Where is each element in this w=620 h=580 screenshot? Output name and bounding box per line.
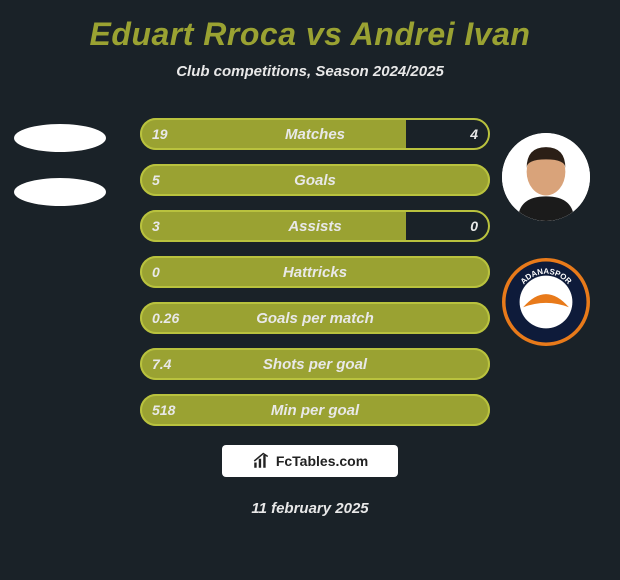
comparison-card: Eduart Rroca vs Andrei Ivan Club competi… [0, 0, 620, 580]
chart-icon [252, 452, 270, 470]
stat-segment-left [140, 118, 406, 150]
stat-segment-right [406, 118, 490, 150]
stat-segment-left [140, 302, 490, 334]
stat-track [140, 164, 490, 196]
stat-track [140, 394, 490, 426]
player1-club-placeholder [14, 178, 106, 206]
stat-segment-left [140, 394, 490, 426]
stat-row: Shots per goal7.4 [140, 348, 490, 380]
player2-avatar [502, 133, 590, 221]
stat-track [140, 302, 490, 334]
vs-text: vs [296, 16, 350, 52]
stat-segment-left [140, 348, 490, 380]
stat-row: Min per goal518 [140, 394, 490, 426]
stats-container: Matches194 Goals5 Assists30 Hattricks0 Goals… [140, 118, 490, 440]
player1-name: Eduart Rroca [90, 16, 297, 52]
date-text: 11 february 2025 [0, 500, 620, 517]
stat-segment-left [140, 164, 490, 196]
player2-name: Andrei Ivan [351, 16, 531, 52]
stat-row: Goals5 [140, 164, 490, 196]
player1-avatar-placeholder [14, 124, 106, 152]
stat-row: Goals per match0.26 [140, 302, 490, 334]
stat-row: Matches194 [140, 118, 490, 150]
source-logo: FcTables.com [222, 445, 398, 477]
stat-row: Hattricks0 [140, 256, 490, 288]
stat-segment-left [140, 256, 490, 288]
subtitle: Club competitions, Season 2024/2025 [0, 63, 620, 80]
player2-avatar-svg [502, 133, 590, 221]
club-badge-svg: ADANASPOR ADANA [502, 258, 590, 346]
stat-track [140, 118, 490, 150]
source-logo-text: FcTables.com [276, 453, 368, 469]
stat-segment-left [140, 210, 406, 242]
stat-row: Assists30 [140, 210, 490, 242]
player2-club-badge: ADANASPOR ADANA [502, 258, 590, 346]
stat-track [140, 256, 490, 288]
page-title: Eduart Rroca vs Andrei Ivan [0, 16, 620, 53]
stat-track [140, 210, 490, 242]
stat-track [140, 348, 490, 380]
stat-segment-right [406, 210, 490, 242]
